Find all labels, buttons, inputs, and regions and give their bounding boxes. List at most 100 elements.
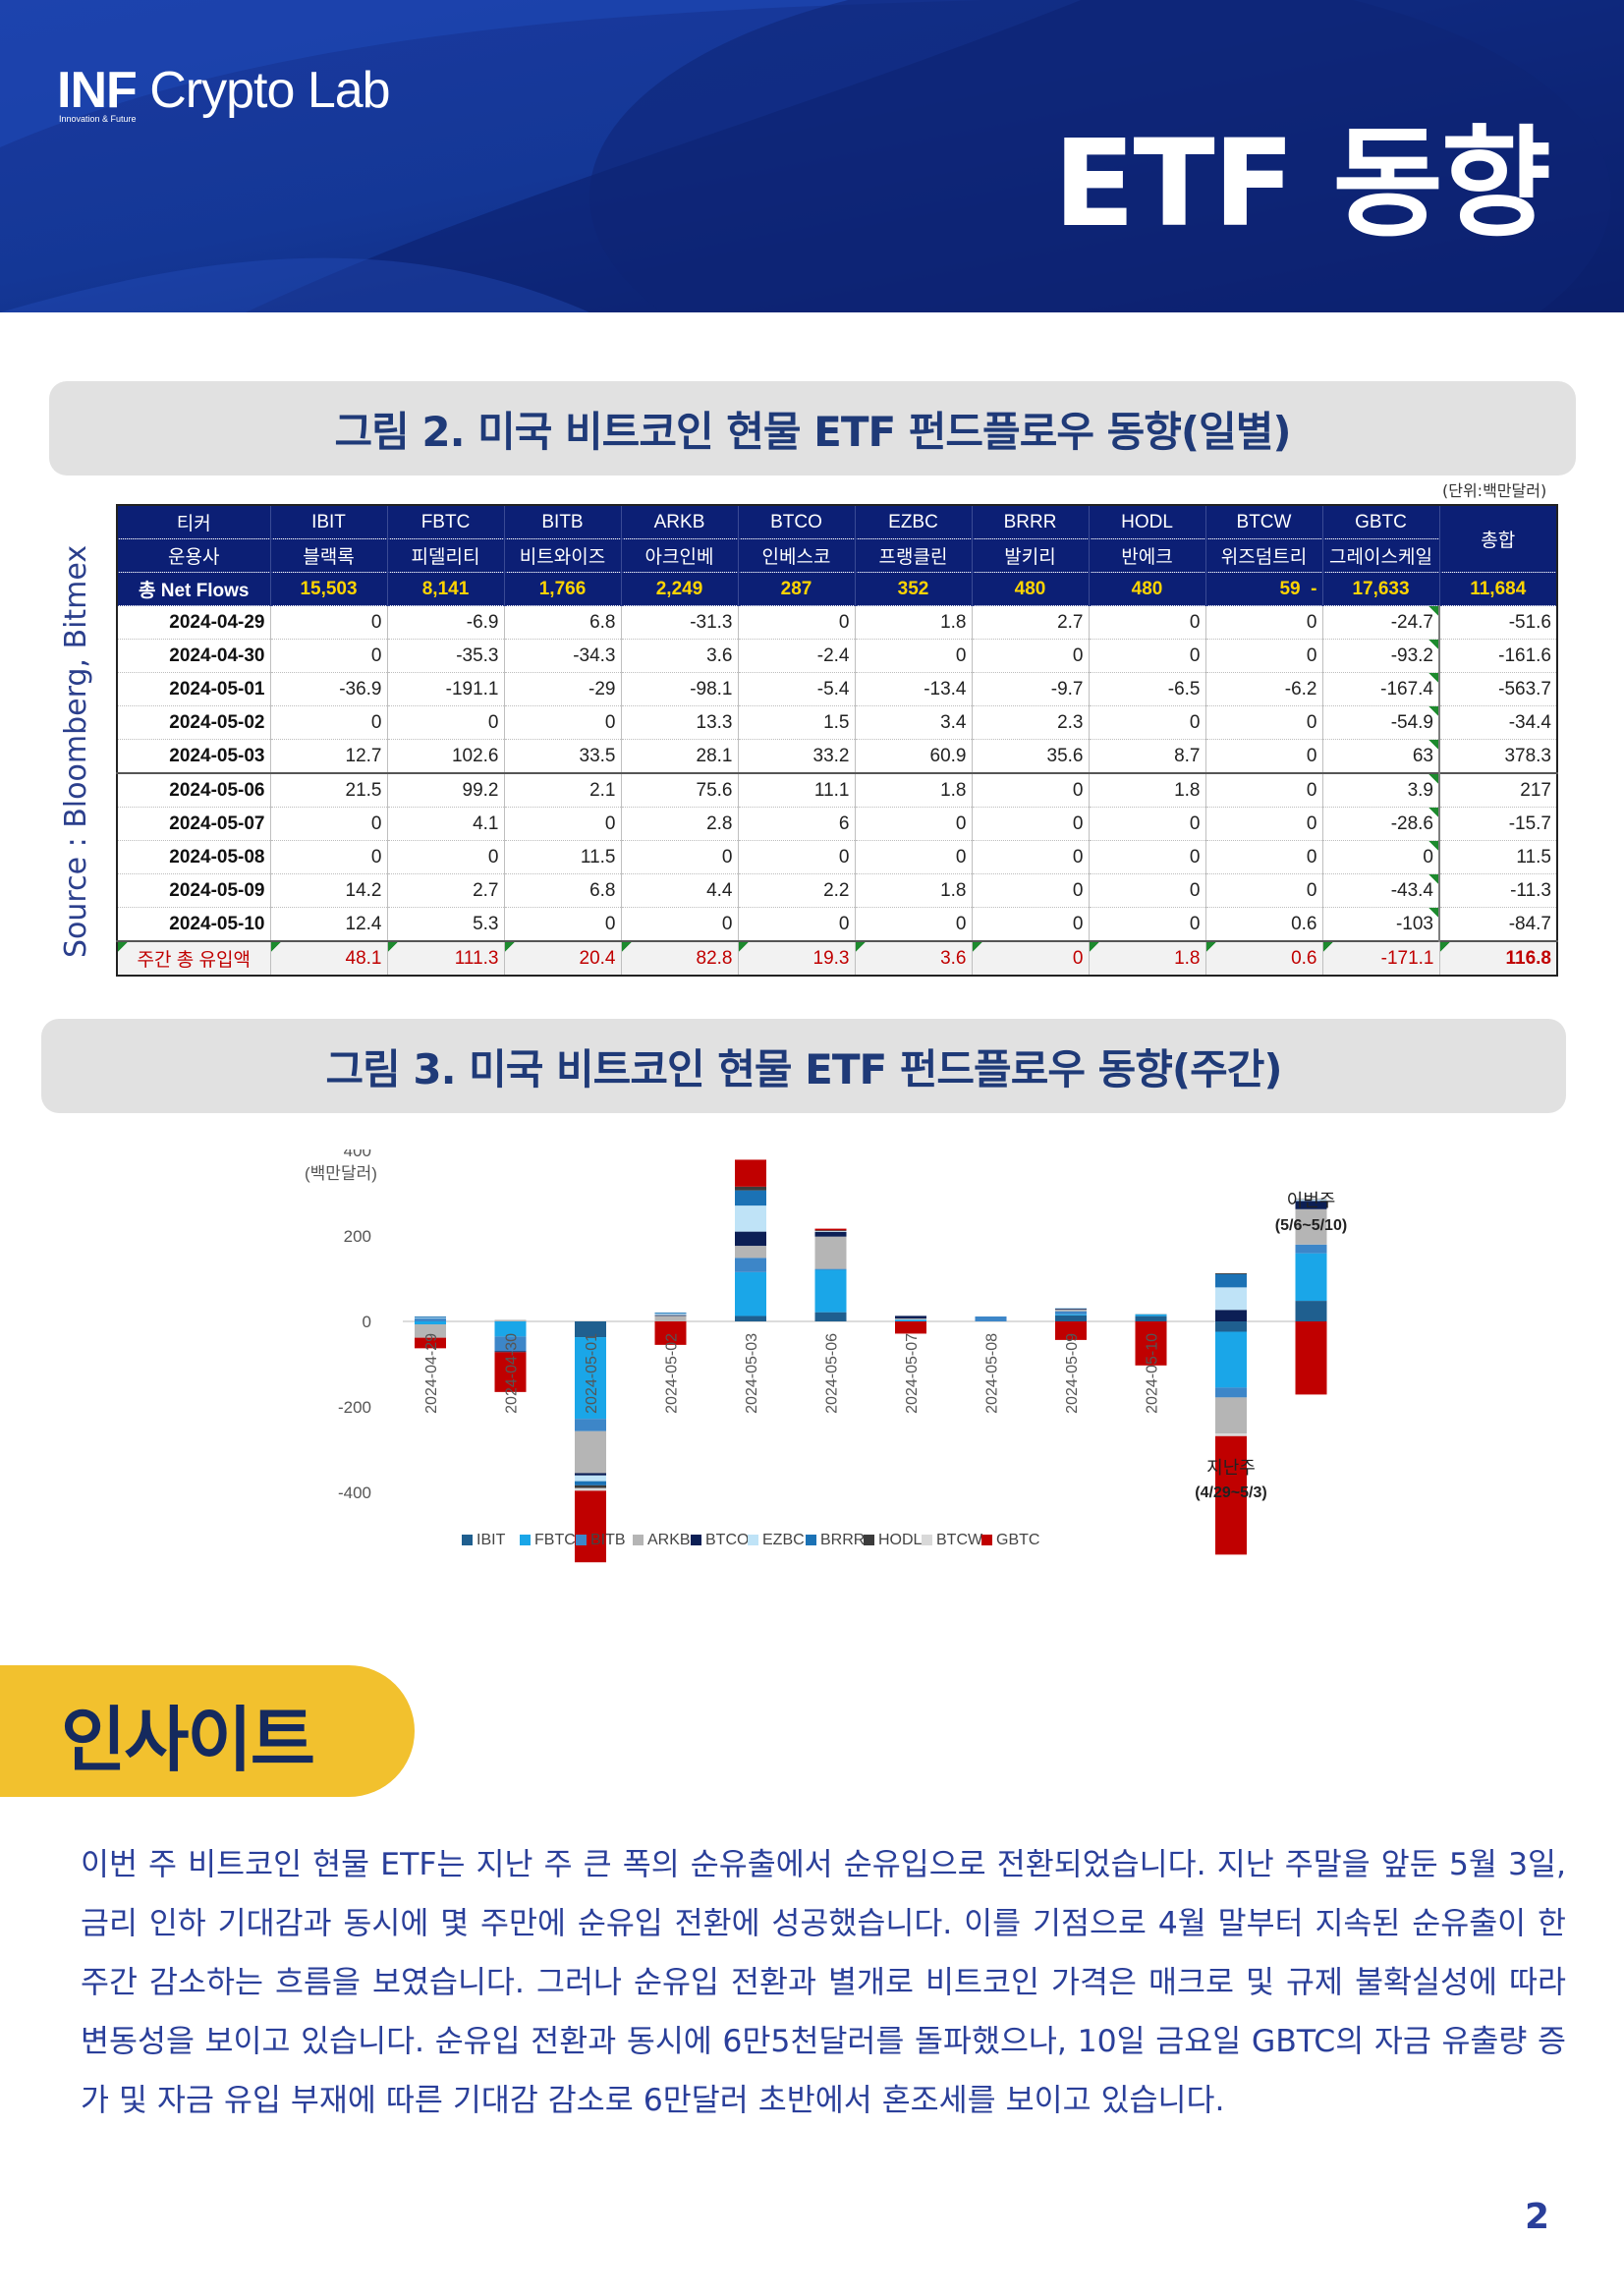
- flow-cell: 21.5: [270, 772, 388, 808]
- flow-cell: 2.7: [387, 873, 505, 908]
- flow-cell: -31.3: [621, 605, 739, 640]
- table-row: 2024-04-30 0 -35.3 -34.3 3.6 -2.4 0 0 0 0 -93.2 -16…: [117, 639, 1558, 673]
- bar-segment-gbtc: [895, 1321, 926, 1334]
- bar-segment-ezbc: [575, 1475, 606, 1482]
- flow-cell: 63: [1322, 739, 1440, 774]
- flow-cell: 1.8: [855, 873, 973, 908]
- weekly-total-cell: 0.6: [1205, 940, 1323, 977]
- flow-cell: 0.6: [1205, 907, 1323, 942]
- issuer-cell: 발키리: [972, 538, 1090, 573]
- bar-segment-gbtc: [1135, 1321, 1167, 1366]
- figure3-title-bar: 그림 3. 미국 비트코인 현물 ETF 펀드플로우 동향(주간): [41, 1019, 1566, 1113]
- flow-cell: 0: [738, 605, 856, 640]
- flow-cell: -43.4: [1322, 873, 1440, 908]
- date-cell: 2024-05-07: [117, 807, 271, 841]
- flow-cell: 8.7: [1089, 739, 1206, 774]
- y-tick-label: -600: [338, 1569, 371, 1572]
- flow-cell: 2.7: [972, 605, 1090, 640]
- flow-cell: 0: [1205, 639, 1323, 673]
- bar-segment-bitb: [494, 1336, 527, 1352]
- weekly-total-cell: 0: [972, 940, 1090, 977]
- legend-label: IBIT: [476, 1532, 506, 1548]
- ticker-cell: HODL: [1089, 505, 1206, 539]
- bar-segment-ibit: [1055, 1315, 1087, 1321]
- legend-swatch-fbtc: [520, 1535, 531, 1545]
- flow-cell: 0: [270, 705, 388, 740]
- insight-body: 이번 주 비트코인 현물 ETF는 지난 주 큰 폭의 순유출에서 순유입으로 …: [81, 1847, 1566, 2118]
- row-total-cell: 11.5: [1438, 840, 1558, 874]
- legend-swatch-btco: [691, 1535, 701, 1545]
- flow-cell: 0: [972, 807, 1090, 841]
- x-tick-label: 2024-05-06: [824, 1333, 841, 1414]
- logo-tagline: Innovation & Future: [59, 114, 137, 124]
- flow-cell: 75.6: [621, 772, 739, 808]
- bar-segment-gbtc: [575, 1490, 606, 1563]
- flow-cell: 0: [1089, 705, 1206, 740]
- bar-segment-gbtc: [1215, 1435, 1247, 1555]
- bar-segment-bitb: [415, 1318, 446, 1321]
- flow-cell: -54.9: [1322, 705, 1440, 740]
- weekly-total-label: 주간 총 유입액: [117, 940, 271, 977]
- flow-cell: -35.3: [387, 639, 505, 673]
- logo-inf: INF: [57, 62, 138, 119]
- weekly-total-cell: 19.3: [738, 940, 856, 977]
- legend-swatch-arkb: [633, 1535, 644, 1545]
- table-row: 2024-05-02 0 0 0 13.3 1.5 3.4 2.3 0 0 -54.9 -34.4: [117, 705, 1558, 740]
- bar-segment-btcw: [1295, 1198, 1327, 1200]
- bar-segment-fbtc: [1055, 1314, 1087, 1316]
- bar-segment-fbtc: [735, 1271, 766, 1316]
- bar-segment-btcw: [1215, 1433, 1247, 1436]
- bar-segment-hodl: [735, 1186, 766, 1191]
- flow-cell: 0: [1205, 705, 1323, 740]
- ticker-cell: BRRR: [972, 505, 1090, 539]
- x-tick-label: 2024-05-02: [664, 1333, 681, 1414]
- flow-cell: 3.4: [855, 705, 973, 740]
- flow-cell: 1.5: [738, 705, 856, 740]
- flow-cell: 0: [621, 840, 739, 874]
- ticker-cell: EZBC: [855, 505, 973, 539]
- flow-cell: -24.7: [1322, 605, 1440, 640]
- bar-segment-gbtc: [1055, 1321, 1087, 1340]
- flow-cell: 12.4: [270, 907, 388, 942]
- legend-swatch-ibit: [462, 1535, 473, 1545]
- flow-cell: -34.3: [504, 639, 622, 673]
- net-flows-label: 총 Net Flows: [117, 572, 271, 606]
- net-flow-cell: 2,249: [621, 572, 739, 606]
- ticker-header-row: 티커 IBIT FBTC BITB ARKB BTCO EZBC BRRR HO…: [117, 505, 1558, 573]
- bar-segment-bitb: [735, 1258, 766, 1272]
- flow-cell: 2.8: [621, 807, 739, 841]
- net-flows-row: 총 Net Flows 15,503 8,141 1,766 2,249 287…: [117, 572, 1558, 606]
- flow-cell: 0: [738, 840, 856, 874]
- table-row: 2024-05-01 -36.9 -191.1 -29 -98.1 -5.4 -13.4 -9…: [117, 672, 1558, 706]
- legend-label: ARKB: [647, 1532, 691, 1548]
- bar-segment-ezbc: [735, 1205, 766, 1232]
- bar-segment-btcw: [1135, 1314, 1167, 1315]
- flow-cell: 0: [855, 840, 973, 874]
- flow-cell: 0: [270, 807, 388, 841]
- daily-rows: 2024-04-29 0 -6.9 6.8 -31.3 0 1.8 2.7 0 0 -24.7 -51…: [117, 605, 1558, 942]
- bar-segment-btco: [575, 1473, 606, 1476]
- figure2-title: 그림 2. 미국 비트코인 현물 ETF 펀드플로우 동향(일별): [334, 407, 1291, 456]
- weekly-total-row: 주간 총 유입액 48.1 111.3 20.4 82.8 19.3 3.6 0…: [117, 940, 1558, 977]
- bar-segment-ibit: [735, 1316, 766, 1321]
- flow-cell: -9.7: [972, 672, 1090, 706]
- bar-segment-ibit: [1295, 1301, 1327, 1321]
- ticker-label: 티커: [117, 505, 271, 539]
- bar-segment-btco: [1055, 1308, 1087, 1310]
- flow-cell: 0: [270, 840, 388, 874]
- flow-cell: 0: [504, 907, 622, 942]
- flow-cell: -36.9: [270, 672, 388, 706]
- bar-segment-bitb: [1295, 1244, 1327, 1254]
- issuer-cell: 위즈덤트리: [1205, 538, 1323, 573]
- flow-cell: -2.4: [738, 639, 856, 673]
- bar-segment-fbtc: [1295, 1253, 1327, 1302]
- table-row: 2024-04-29 0 -6.9 6.8 -31.3 0 1.8 2.7 0 0 -24.7 -51…: [117, 605, 1558, 640]
- page-number: 2: [1525, 2197, 1550, 2237]
- table-row: 2024-05-07 0 4.1 0 2.8 6 0 0 0 0 -28.6 -15.7: [117, 807, 1558, 841]
- flow-cell: 33.2: [738, 739, 856, 774]
- x-tick-label: 2024-04-29: [423, 1333, 440, 1414]
- weekly-total-cell: 3.6: [855, 940, 973, 977]
- flow-cell: 33.5: [504, 739, 622, 774]
- bar-segment-ibit: [1215, 1321, 1247, 1332]
- legend-swatch-btcw: [922, 1535, 932, 1545]
